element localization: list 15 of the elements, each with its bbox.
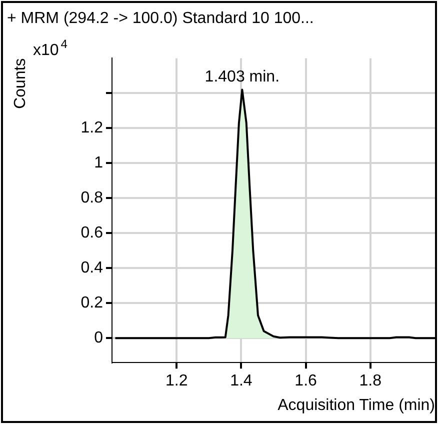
x-tick-label: 1.4: [230, 372, 252, 390]
x-tick-label: 1.6: [294, 372, 318, 390]
chart-title: + MRM (294.2 -> 100.0) Standard 10 100...: [7, 10, 314, 28]
y-tick-label: 0.4: [80, 260, 104, 277]
x-tick-label: 1.2: [165, 372, 188, 390]
x-axis-title: Acquisition Time (min): [278, 396, 435, 414]
y-axis-title: Counts: [12, 58, 30, 109]
y-tick-label: 0.8: [80, 190, 104, 207]
y-tick-label: 0: [94, 330, 104, 347]
annotation: 1.403 min.: [204, 68, 280, 86]
y-tick-label: 0.2: [80, 294, 104, 312]
y-tick-label: 1: [94, 154, 104, 172]
y-tick-label: 0.6: [80, 224, 104, 242]
y-tick-label: 1.2: [80, 120, 104, 137]
x-tick-label: 1.8: [359, 372, 382, 390]
